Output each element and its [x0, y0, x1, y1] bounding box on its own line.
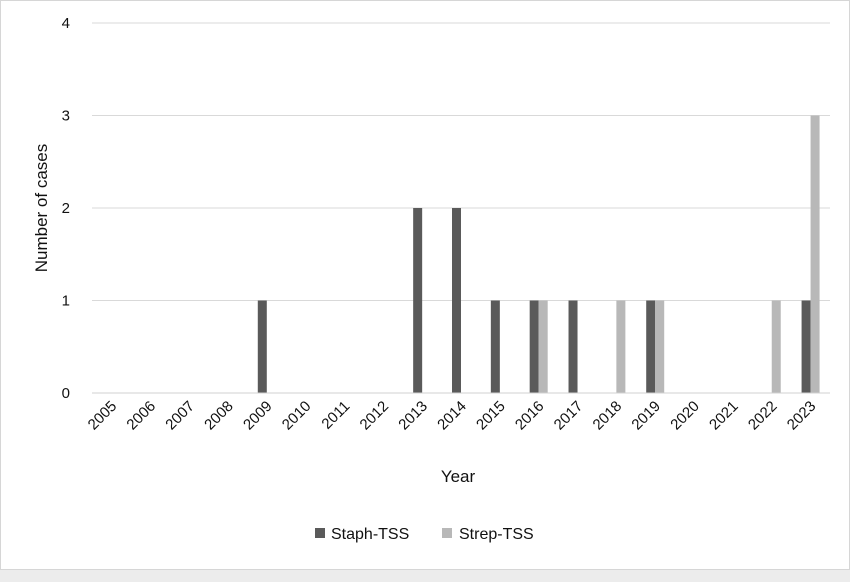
x-tick-label: 2022 [745, 398, 781, 434]
x-tick-label: 2007 [162, 398, 198, 434]
y-tick-label: 0 [62, 385, 70, 402]
x-tick-label: 2013 [395, 398, 431, 434]
bar-staph-tss-2015 [490, 300, 500, 393]
bar-strep-tss-2022 [771, 300, 781, 393]
legend-swatch-staph [315, 528, 325, 538]
x-tick-label: 2015 [473, 398, 509, 434]
chart-frame [0, 0, 850, 570]
x-axis-title: Year [441, 467, 476, 486]
x-tick-label: 2016 [512, 398, 548, 434]
bars [257, 115, 820, 393]
bar-staph-tss-2014 [452, 208, 461, 393]
x-tick-label: 2021 [706, 398, 742, 434]
bar-staph-tss-2013 [413, 208, 423, 393]
bar-staph-tss-2016 [529, 300, 539, 393]
bar-staph-tss-2009 [257, 300, 267, 393]
x-tick-label: 2011 [318, 398, 353, 433]
legend-label-staph: Staph-TSS [331, 526, 409, 543]
y-tick-label: 2 [62, 200, 70, 217]
x-tick-label: 2010 [279, 398, 315, 434]
x-tick-label: 2008 [201, 398, 237, 434]
y-tick-label: 1 [62, 293, 70, 310]
bar-strep-tss-2019 [655, 300, 665, 393]
legend: Staph-TSS Strep-TSS [315, 526, 534, 543]
x-tick-label: 2017 [551, 398, 587, 434]
x-tick-label: 2009 [240, 398, 276, 434]
x-tick-label: 2012 [357, 398, 393, 434]
x-tick-label: 2023 [784, 398, 820, 434]
bar-staph-tss-2017 [568, 300, 578, 393]
y-axis-ticks: 0 1 2 3 4 [62, 15, 70, 402]
legend-swatch-strep [442, 528, 452, 538]
x-tick-label: 2019 [628, 398, 664, 434]
bar-staph-tss-2019 [646, 300, 656, 393]
x-tick-label: 2005 [85, 398, 121, 434]
y-tick-label: 4 [62, 15, 70, 32]
x-axis-ticks: 2005 2006 2007 2008 2009 2010 2011 2012 2013 2014… [85, 398, 820, 434]
x-tick-label: 2006 [123, 398, 159, 434]
bar-staph-tss-2023 [801, 300, 811, 393]
x-tick-label: 2020 [667, 398, 703, 434]
y-axis-title: Number of cases [32, 144, 51, 273]
legend-label-strep: Strep-TSS [459, 526, 534, 543]
bar-strep-tss-2023 [810, 115, 820, 393]
bar-strep-tss-2016 [538, 300, 548, 393]
y-tick-label: 3 [62, 108, 70, 125]
x-tick-label: 2018 [590, 398, 626, 434]
bar-strep-tss-2018 [616, 300, 626, 393]
x-tick-label: 2014 [434, 398, 470, 434]
